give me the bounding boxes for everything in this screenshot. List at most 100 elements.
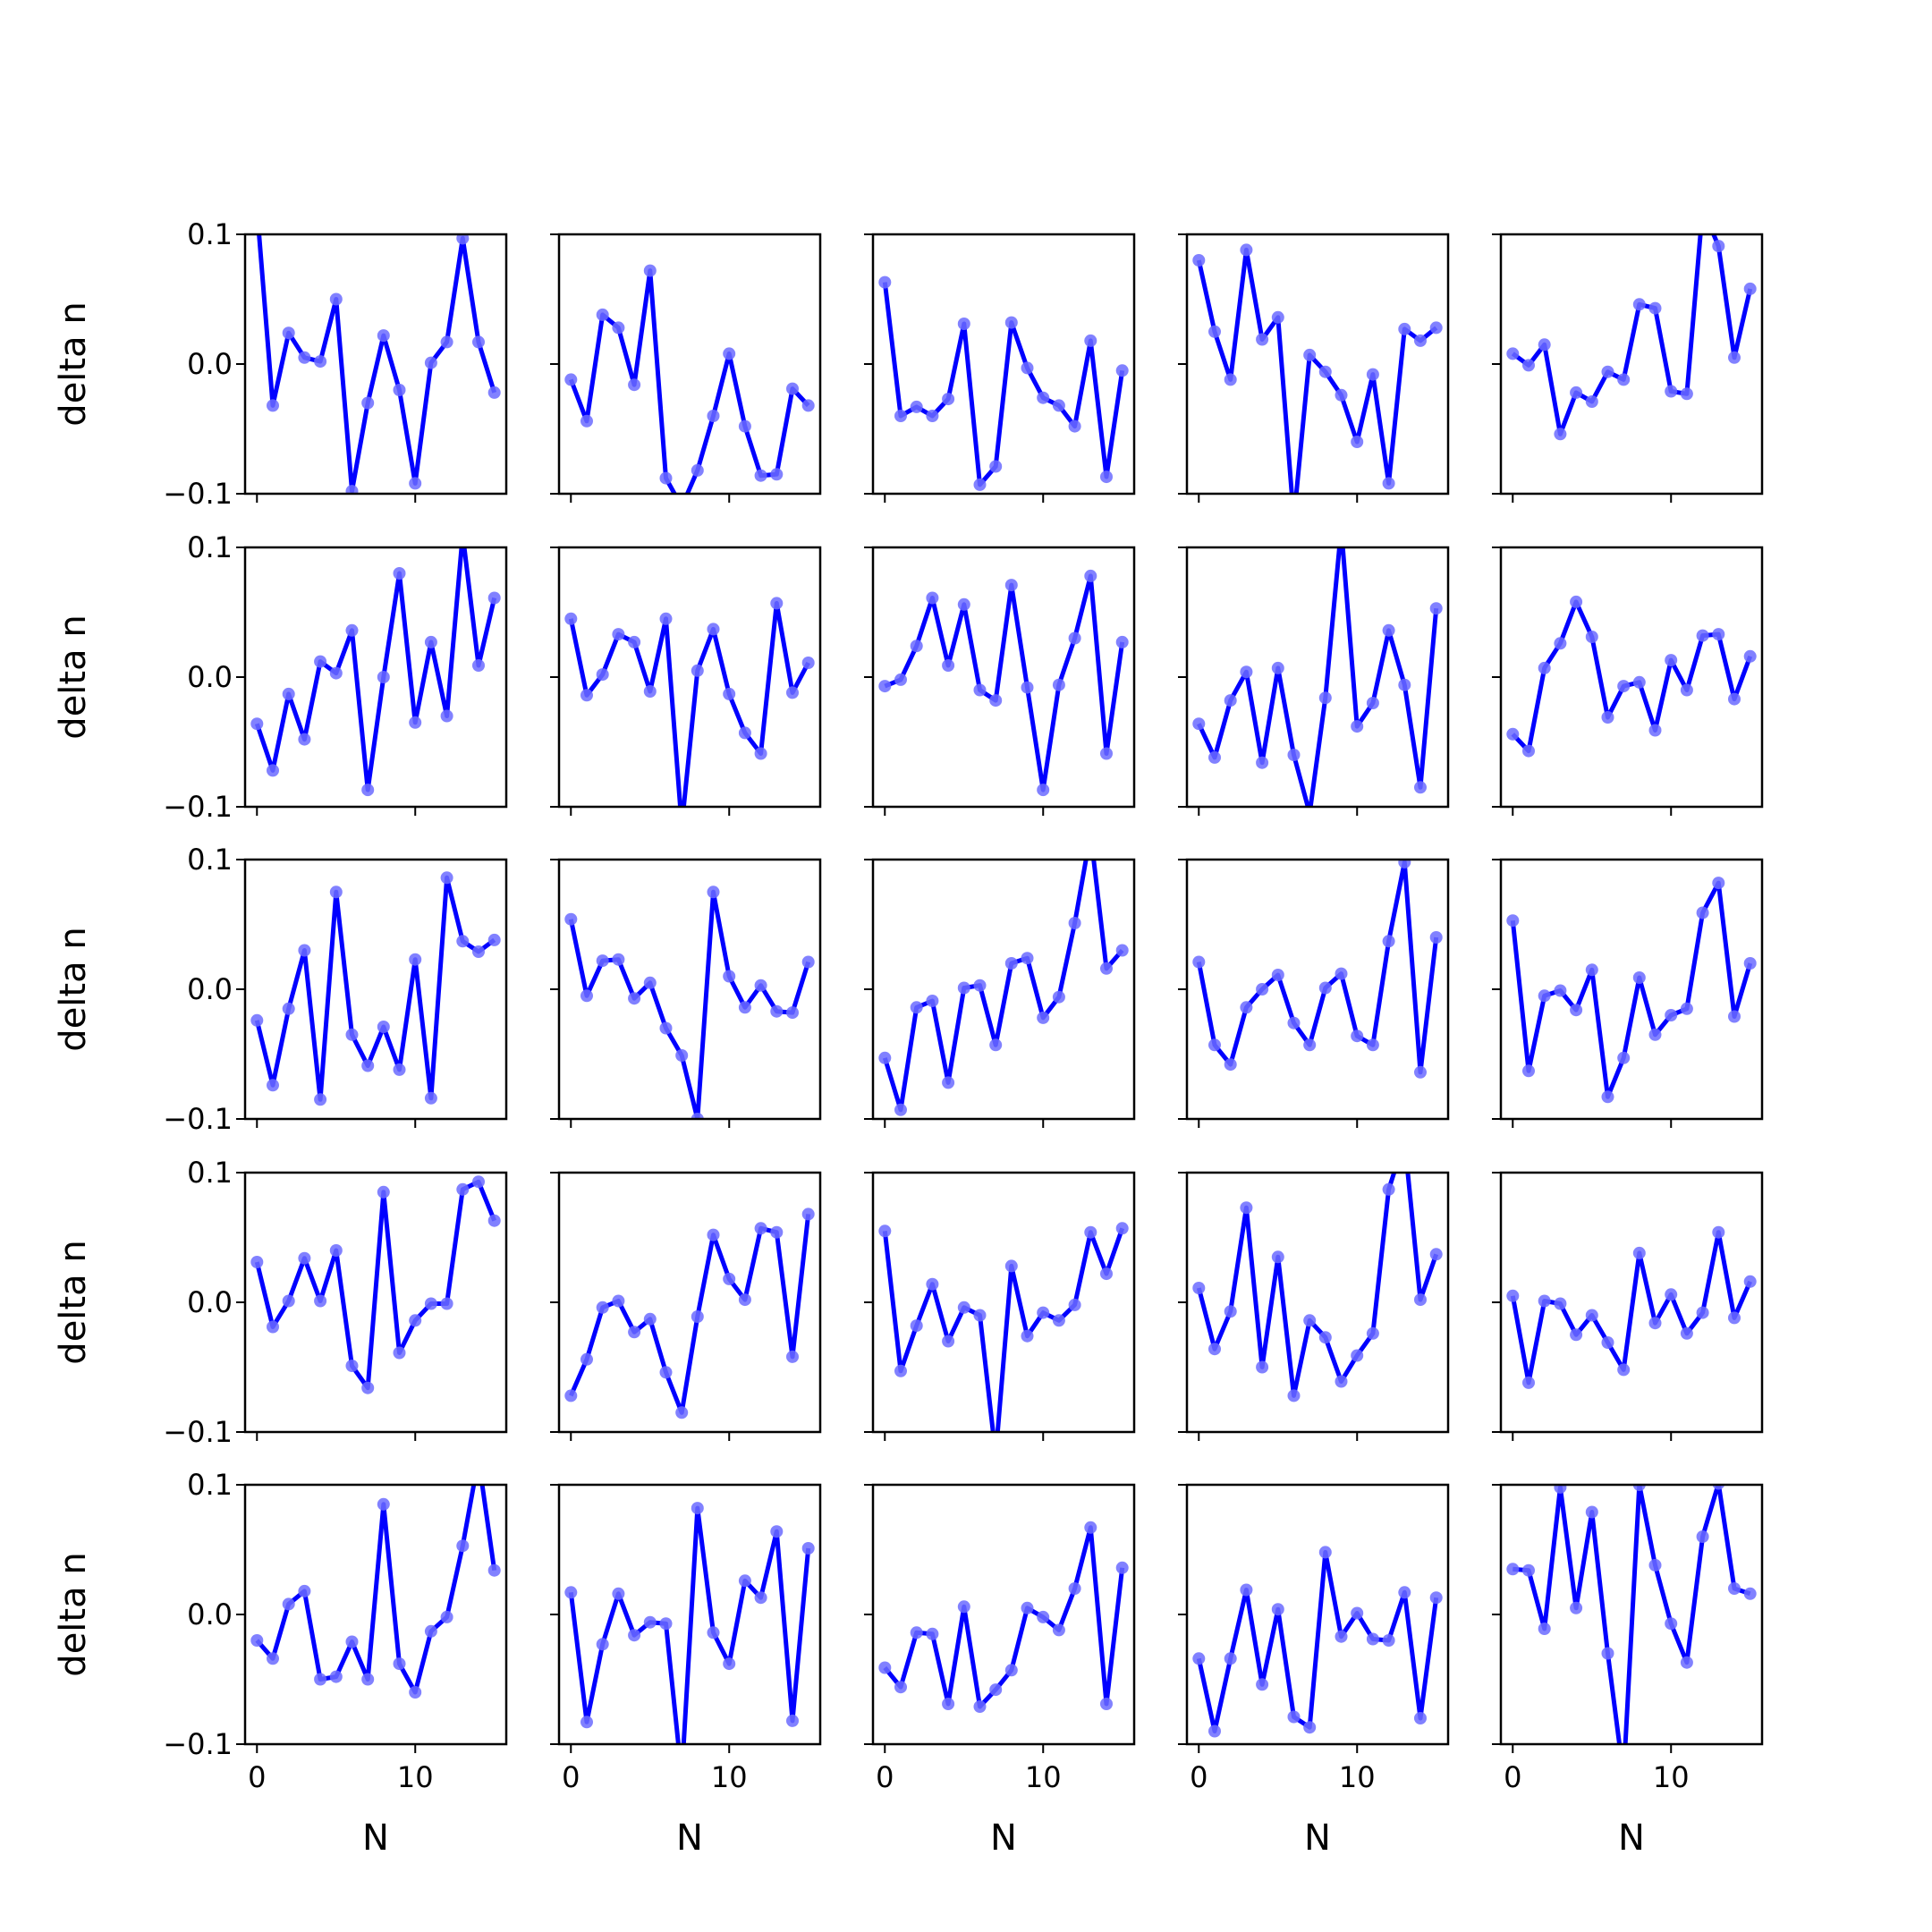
data-point xyxy=(1743,1587,1757,1600)
subplot-r2-c3 xyxy=(1178,858,1450,1128)
data-point xyxy=(723,1272,736,1285)
subplot-data xyxy=(878,1521,1129,1713)
series-line xyxy=(1196,247,1438,494)
data-point xyxy=(1585,1505,1598,1519)
data-point xyxy=(1240,665,1253,679)
subplot-data xyxy=(878,860,1129,1116)
data-point xyxy=(267,1079,279,1092)
data-point xyxy=(1712,628,1725,641)
data-point xyxy=(1665,1617,1678,1631)
data-point xyxy=(440,1297,453,1310)
data-point xyxy=(456,935,470,948)
data-point xyxy=(1728,351,1741,364)
data-point xyxy=(1585,963,1598,977)
data-point xyxy=(659,471,673,485)
data-point xyxy=(1335,388,1348,402)
subplot-data xyxy=(878,1222,1129,1432)
data-point xyxy=(1743,1275,1757,1288)
series-line xyxy=(257,234,497,494)
data-point xyxy=(1037,1306,1050,1319)
subplot-r4-c4: 0 10N xyxy=(1492,1483,1764,1859)
data-point xyxy=(1570,386,1583,399)
subplot-data xyxy=(250,1175,501,1394)
y-axis-label: delta n xyxy=(53,1552,94,1676)
x-tick-label: 0 xyxy=(562,1760,580,1794)
subplot-data xyxy=(250,547,501,797)
data-point xyxy=(1506,1563,1520,1576)
data-point xyxy=(894,1103,907,1116)
subplot-data xyxy=(564,886,815,1119)
series-line xyxy=(1511,234,1753,436)
data-point xyxy=(1068,1298,1081,1311)
subplot-data xyxy=(1192,1173,1443,1402)
data-point xyxy=(910,1319,923,1333)
data-point xyxy=(1398,322,1411,335)
subplot-r2-c0: −0.1 0.0 0.1 delta n xyxy=(53,843,508,1136)
data-point xyxy=(754,979,767,992)
y-tick-label: 0.0 xyxy=(187,660,233,694)
data-point xyxy=(942,659,955,672)
y-axis-label: delta n xyxy=(53,927,94,1051)
x-tick-label: 0 xyxy=(1190,1760,1208,1794)
data-point xyxy=(612,321,625,335)
data-point xyxy=(691,1310,704,1323)
data-point xyxy=(1351,436,1364,448)
data-point xyxy=(377,1021,390,1033)
data-point xyxy=(487,933,501,946)
y-axis-label: delta n xyxy=(53,1240,94,1364)
subplot-r0-c1 xyxy=(550,233,822,503)
data-point xyxy=(786,382,799,395)
y-tick-label: 0.0 xyxy=(187,1285,233,1319)
data-point xyxy=(409,1686,422,1699)
y-tick-label: 0.0 xyxy=(187,972,233,1006)
x-tick-label: 0 xyxy=(1504,1760,1521,1794)
data-point xyxy=(1617,1363,1631,1377)
data-point xyxy=(910,640,923,653)
data-point xyxy=(894,673,907,686)
data-point xyxy=(1366,1038,1379,1052)
y-tick-label: 0.1 xyxy=(187,217,233,251)
subplot-data xyxy=(1506,1485,1757,1744)
x-tick-label: 10 xyxy=(1653,1760,1690,1794)
data-point xyxy=(1256,333,1269,346)
data-point xyxy=(1021,361,1034,375)
data-point xyxy=(267,1320,279,1334)
panels-layer: −0.1 0.0 0.1 delta n −0.1 0.0 0.1 delta n −0.1 0.… xyxy=(53,217,1764,1859)
data-point xyxy=(472,945,485,958)
data-point xyxy=(1052,678,1065,691)
data-point xyxy=(1318,1546,1332,1559)
data-point xyxy=(989,1038,1003,1052)
data-point xyxy=(424,1091,437,1105)
data-point xyxy=(1743,649,1757,663)
subplot-data xyxy=(878,275,1129,491)
data-point xyxy=(1004,579,1018,592)
data-point xyxy=(1271,661,1284,674)
data-point xyxy=(1366,1326,1379,1340)
data-point xyxy=(1522,1563,1535,1577)
data-point xyxy=(282,1002,295,1015)
data-point xyxy=(1570,1601,1583,1614)
data-point xyxy=(440,335,453,349)
data-point xyxy=(1287,1389,1301,1402)
data-point xyxy=(1414,1293,1427,1307)
data-point xyxy=(1068,1582,1081,1595)
data-point xyxy=(770,597,784,610)
data-point xyxy=(1585,395,1598,408)
data-point xyxy=(1208,1038,1221,1052)
data-point xyxy=(1004,316,1018,329)
data-point xyxy=(1271,310,1284,324)
data-point xyxy=(282,1597,295,1611)
data-point xyxy=(1318,981,1332,995)
data-point xyxy=(878,1051,892,1064)
data-point xyxy=(1240,1583,1253,1597)
data-point xyxy=(1680,1656,1693,1669)
data-point xyxy=(1351,1606,1364,1620)
data-point xyxy=(282,687,295,700)
data-point xyxy=(377,1185,390,1199)
data-point xyxy=(564,1389,578,1402)
data-point xyxy=(1382,623,1395,637)
data-point xyxy=(564,1586,578,1599)
data-point xyxy=(878,1224,892,1238)
subplot-data xyxy=(1506,234,1757,441)
data-point xyxy=(878,680,892,693)
